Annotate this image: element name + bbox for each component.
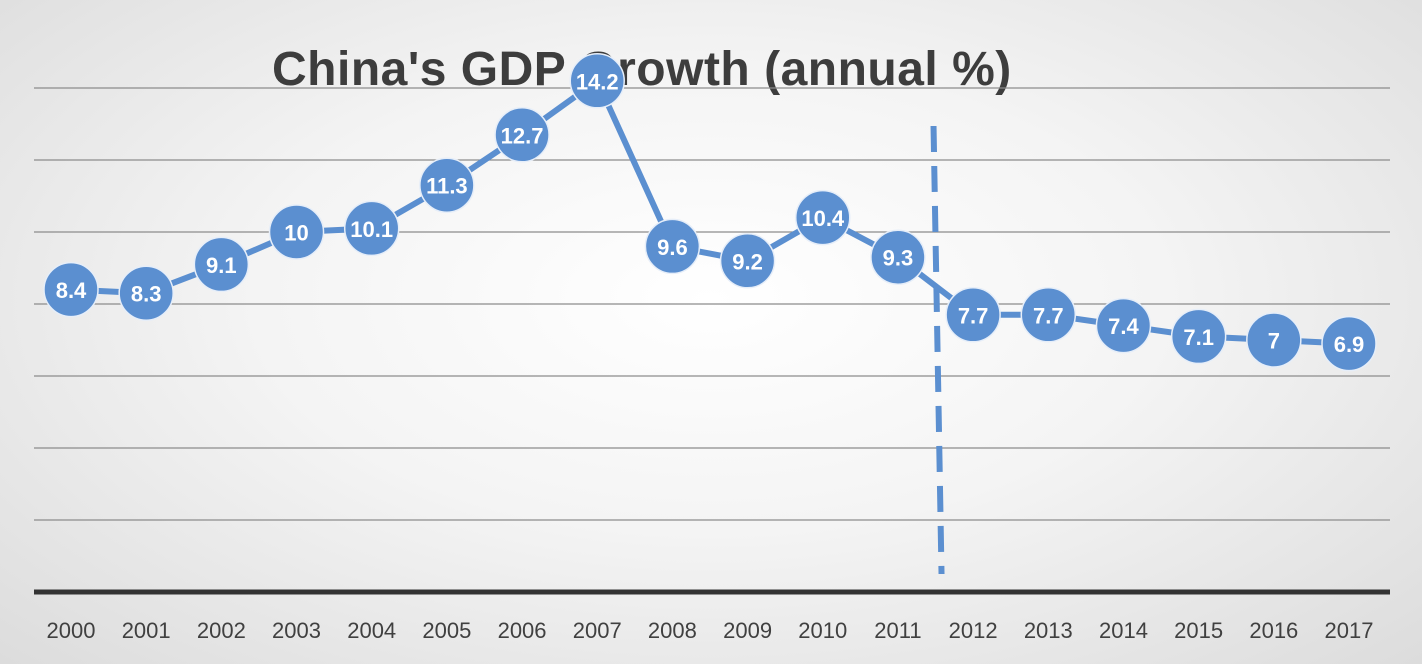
data-label: 9.2 [732, 249, 763, 274]
data-point [118, 265, 174, 321]
x-tick-label: 2001 [122, 618, 171, 643]
data-label: 8.4 [56, 278, 87, 303]
data-label: 7.4 [1108, 314, 1139, 339]
data-point [569, 53, 625, 109]
data-point [644, 218, 701, 275]
data-point [1321, 315, 1377, 372]
markers [43, 53, 1377, 372]
x-tick-label: 2012 [949, 618, 998, 643]
data-label: 9.3 [883, 246, 914, 271]
data-point [1170, 308, 1227, 365]
data-label: 10 [284, 221, 308, 246]
x-tick-label: 2010 [798, 618, 847, 643]
x-tick-label: 2013 [1024, 618, 1073, 643]
data-label: 12.7 [501, 123, 544, 148]
period-divider-line [930, 125, 945, 575]
data-label: 9.1 [206, 253, 237, 278]
data-point [1020, 287, 1077, 343]
annotation-layer [930, 125, 945, 575]
x-tick-label: 2006 [498, 618, 547, 643]
x-tick-label: 2002 [197, 618, 246, 643]
data-point [870, 229, 926, 285]
data-label: 10.4 [801, 206, 845, 231]
data-label: 10.1 [350, 217, 393, 242]
data-label: 7.7 [958, 303, 989, 328]
x-tick-label: 2000 [47, 618, 96, 643]
gridlines [34, 87, 1390, 521]
x-tick-label: 2017 [1325, 618, 1374, 643]
data-point [494, 107, 550, 163]
data-labels: 8.4 8.3 9.1 10 10.1 11.3 12.7 14.2 9.6 9.2 10.4 9.3… [56, 69, 1365, 357]
x-tick-label: 2007 [573, 618, 622, 643]
x-tick-label: 2016 [1249, 618, 1298, 643]
data-label: 7.1 [1183, 325, 1214, 350]
data-label: 14.2 [576, 69, 619, 94]
x-tick-label: 2003 [272, 618, 321, 643]
data-label: 8.3 [131, 282, 162, 307]
x-tick-label: 2005 [422, 618, 471, 643]
data-point [1095, 297, 1152, 354]
x-axis: 2000 2001 2002 2003 2004 2005 2006 2007 2008 2009… [34, 589, 1390, 643]
data-label: 7 [1268, 329, 1280, 354]
x-tick-label: 2014 [1099, 618, 1148, 643]
data-label: 11.3 [426, 174, 468, 199]
data-point [795, 189, 851, 246]
data-point [1246, 312, 1302, 368]
data-point [719, 233, 776, 289]
x-tick-label: 2009 [723, 618, 772, 643]
x-tick-label: 2011 [874, 618, 921, 643]
x-tick-label: 2008 [648, 618, 697, 643]
x-tick-label: 2015 [1174, 618, 1223, 643]
data-label: 6.9 [1334, 332, 1365, 357]
data-point [43, 261, 99, 318]
data-point [945, 287, 1001, 343]
x-tick-label: 2004 [347, 618, 396, 643]
data-point [343, 200, 400, 257]
data-label: 7.7 [1033, 303, 1064, 328]
data-point [193, 236, 250, 293]
chart-title: China's GDP Growth (annual %) [272, 43, 1012, 96]
data-point [419, 157, 475, 213]
data-point [268, 204, 325, 260]
data-label: 9.6 [657, 235, 688, 260]
